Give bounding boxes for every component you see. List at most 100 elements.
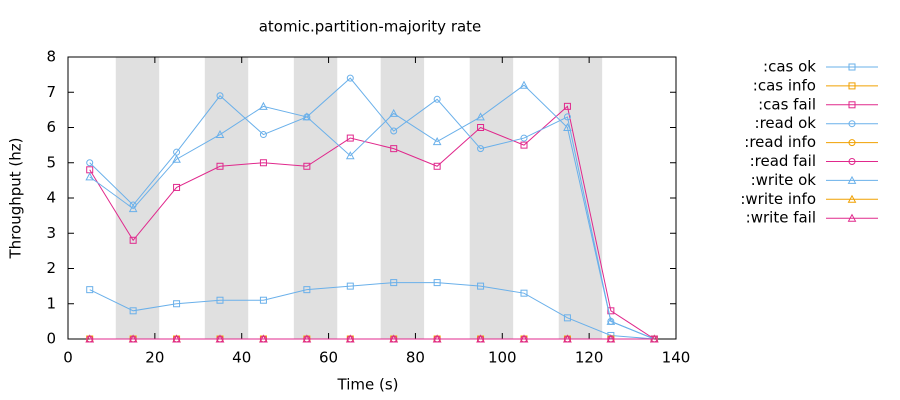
marker	[303, 162, 311, 170]
marker	[215, 334, 225, 343]
y-tick-label: 5	[46, 153, 56, 171]
marker	[345, 151, 355, 160]
marker	[563, 113, 571, 121]
marker	[389, 108, 399, 117]
marker	[259, 159, 267, 167]
marker	[477, 124, 485, 131]
series-line	[89, 105, 655, 340]
marker	[302, 334, 312, 343]
marker	[476, 112, 485, 121]
marker	[129, 307, 137, 315]
marker	[520, 289, 528, 297]
marker	[86, 159, 94, 167]
marker	[389, 334, 399, 343]
marker	[848, 120, 856, 128]
legend-label: :write ok	[751, 171, 817, 189]
chart-title: atomic.partition-majority rate	[259, 18, 482, 36]
series-line	[89, 84, 655, 340]
legend-label: :write info	[740, 190, 816, 208]
marker	[85, 172, 95, 181]
shaded-region	[204, 57, 249, 339]
marker	[847, 213, 857, 222]
legend-label: :read ok	[755, 114, 817, 132]
marker	[848, 82, 856, 90]
x-tick-label: 140	[662, 349, 691, 367]
marker	[216, 296, 224, 304]
y-tick-label: 6	[46, 118, 56, 136]
x-axis-label: Time (s)	[337, 376, 399, 394]
marker	[259, 101, 268, 110]
y-tick-label: 7	[46, 83, 56, 101]
y-tick-label: 3	[46, 224, 56, 242]
marker	[607, 307, 615, 315]
y-axis-label: Throughput (hz)	[7, 138, 25, 260]
x-tick-label: 100	[488, 349, 517, 367]
marker	[259, 296, 267, 304]
marker	[346, 74, 354, 82]
marker	[172, 334, 181, 343]
marker	[563, 102, 571, 110]
x-tick-label: 20	[145, 349, 164, 367]
marker	[563, 314, 571, 322]
marker	[128, 334, 138, 343]
marker	[390, 279, 398, 287]
marker	[519, 80, 529, 89]
marker	[346, 134, 354, 142]
marker	[173, 183, 181, 191]
legend-label: :write fail	[746, 209, 816, 227]
marker	[86, 286, 94, 294]
marker	[85, 334, 95, 343]
x-tick-label: 60	[319, 349, 338, 367]
marker	[563, 122, 572, 131]
marker	[606, 316, 616, 325]
marker	[433, 95, 441, 103]
marker	[432, 137, 442, 146]
shaded-region	[380, 57, 425, 339]
y-tick-label: 8	[46, 48, 56, 66]
y-tick-label: 1	[46, 294, 56, 312]
marker	[606, 334, 616, 343]
x-tick-label: 0	[63, 349, 73, 367]
shaded-region	[293, 57, 338, 339]
legend-label: :cas ok	[763, 58, 816, 76]
marker	[847, 194, 857, 203]
y-tick-label: 2	[46, 259, 56, 277]
marker	[172, 154, 181, 163]
marker	[259, 334, 268, 343]
legend-label: :cas info	[753, 76, 816, 94]
shaded-region	[469, 57, 514, 339]
legend-label: :read info	[744, 133, 816, 151]
marker	[432, 334, 442, 343]
marker	[848, 101, 856, 109]
shaded-region	[115, 57, 160, 339]
marker	[477, 282, 485, 290]
x-tick-label: 120	[575, 349, 604, 367]
y-tick-label: 0	[46, 330, 56, 348]
marker	[302, 112, 312, 121]
marker	[477, 145, 485, 153]
series-line	[89, 282, 655, 340]
marker	[848, 139, 856, 147]
marker	[520, 134, 528, 142]
marker	[649, 334, 659, 343]
x-tick-label: 80	[406, 349, 425, 367]
marker	[173, 300, 181, 308]
marker	[216, 162, 224, 170]
marker	[607, 331, 615, 339]
marker	[345, 334, 355, 343]
marker	[848, 158, 856, 165]
y-tick-label: 4	[46, 189, 56, 207]
marker	[433, 279, 441, 287]
marker	[259, 131, 267, 139]
marker	[519, 334, 529, 343]
marker	[563, 334, 572, 343]
marker	[847, 175, 857, 184]
marker	[129, 236, 137, 244]
marker	[390, 127, 398, 135]
legend-label: :read fail	[750, 152, 816, 170]
marker	[303, 286, 311, 294]
shaded-region	[558, 57, 603, 339]
legend-label: :cas fail	[758, 95, 816, 113]
